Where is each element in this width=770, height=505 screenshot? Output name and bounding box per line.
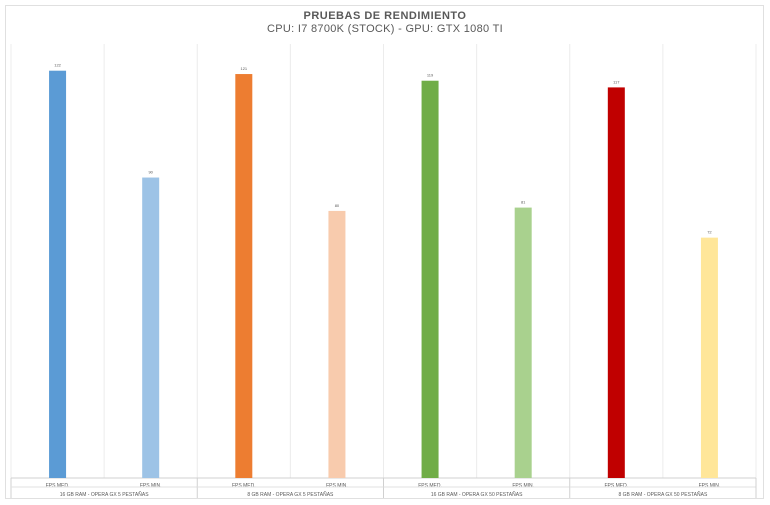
bar <box>514 207 532 479</box>
tick-label: FPS MIN. <box>140 483 162 489</box>
data-label: 119 <box>427 73 434 78</box>
tick-label: FPS MIN. <box>699 483 721 489</box>
group-label: 16 GB RAM - OPERA GX 50 PESTAÑAS <box>431 491 523 498</box>
bar <box>700 237 718 478</box>
bar <box>328 210 346 478</box>
bar <box>49 70 67 478</box>
bar <box>421 80 439 478</box>
tick-label: FPS MIN. <box>512 483 534 489</box>
tick-label: FPS MED. <box>605 483 629 489</box>
bar <box>607 87 625 479</box>
group-label: 8 GB RAM - OPERA GX 50 PESTAÑAS <box>618 491 707 498</box>
tick-label: FPS MIN. <box>326 483 348 489</box>
group-label: 8 GB RAM - OPERA GX 5 PESTAÑAS <box>247 491 334 498</box>
data-label: 117 <box>613 79 620 84</box>
data-label: 122 <box>54 63 61 68</box>
data-label: 80 <box>335 203 340 208</box>
data-label: 81 <box>521 200 526 205</box>
data-label: 121 <box>240 66 247 71</box>
tick-label: FPS MED. <box>232 483 256 489</box>
bar <box>142 177 160 479</box>
bar <box>235 74 253 479</box>
chart-subtitle: CPU: I7 8700K (STOCK) - GPU: GTX 1080 TI <box>267 23 503 35</box>
group-label: 16 GB RAM - OPERA GX 5 PESTAÑAS <box>60 491 149 498</box>
chart-title: PRUEBAS DE RENDIMIENTO <box>303 10 467 22</box>
data-label: 90 <box>148 170 153 175</box>
tick-label: FPS MED. <box>46 483 70 489</box>
data-label: 72 <box>707 230 712 235</box>
tick-label: FPS MED. <box>418 483 442 489</box>
chart-area <box>5 5 764 499</box>
